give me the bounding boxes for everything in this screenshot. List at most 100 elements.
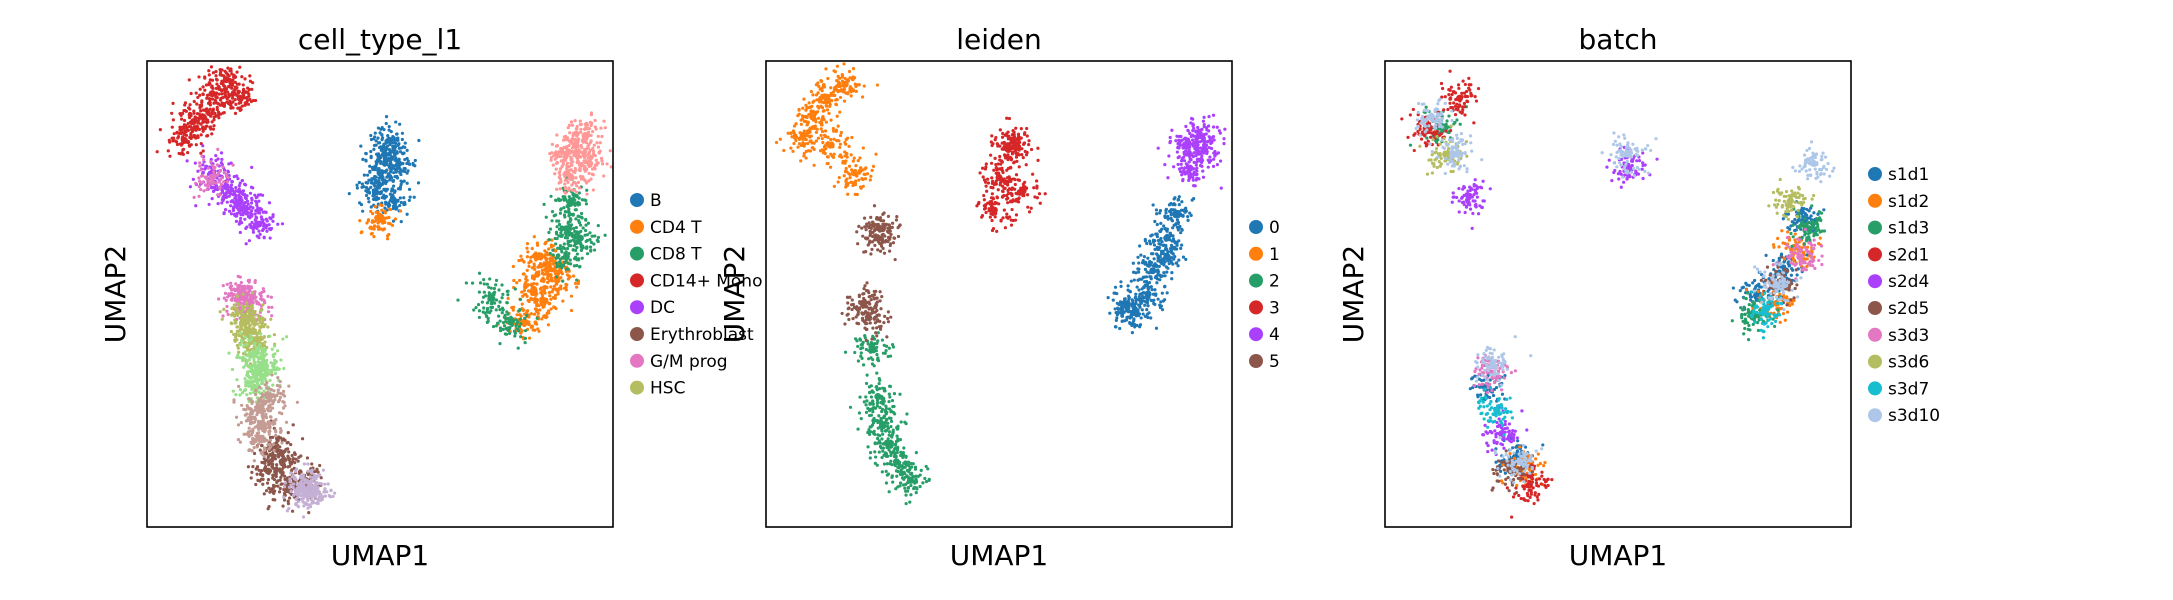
x-axis-label: UMAP1	[331, 539, 430, 572]
legend-marker	[630, 327, 644, 341]
point-cloud	[880, 461, 931, 506]
point-cloud	[171, 93, 225, 138]
legend-label: s3d3	[1888, 326, 1929, 346]
legend-marker	[1249, 246, 1263, 261]
series-s3d7	[1476, 290, 1784, 437]
point-cloud	[192, 147, 235, 199]
series-0	[1106, 195, 1196, 335]
point-cloud	[155, 122, 205, 158]
y-axis-label: UMAP2	[99, 245, 132, 344]
series-s3d6	[1418, 124, 1816, 222]
series-CD8 T	[456, 170, 607, 350]
legend-label: s2d1	[1888, 245, 1929, 265]
legend-marker	[1249, 220, 1263, 234]
legend: s1d1 s1d2 s1d3 s2d1 s2d4 s2d5 s3d3 s3d6 s3d7 s3d1…	[1868, 165, 1940, 426]
panel-title: cell_type_l1	[298, 23, 462, 56]
legend-marker	[630, 300, 644, 315]
axes-frame	[765, 60, 1233, 528]
legend-label: s2d5	[1888, 299, 1929, 319]
series-s2d4	[1450, 145, 1659, 457]
legend-label: B	[650, 191, 662, 211]
point-cloud	[564, 111, 607, 159]
legend-marker	[1868, 354, 1882, 369]
series-DC	[185, 144, 285, 246]
series-s3d10	[1414, 97, 1836, 485]
legend-marker	[1868, 274, 1882, 289]
series-5	[840, 204, 902, 343]
point-cloud	[216, 178, 265, 221]
series-s1d1	[1468, 200, 1826, 479]
point-cloud	[807, 76, 848, 120]
legend-marker	[630, 246, 644, 261]
point-cloud	[843, 331, 895, 375]
legend-label: s3d10	[1888, 406, 1940, 426]
series-B	[347, 115, 421, 224]
point-cloud	[989, 116, 1040, 167]
point-cloud	[1414, 97, 1454, 137]
point-cloud	[215, 75, 258, 115]
legend-label: s3d6	[1888, 353, 1929, 373]
series-unlabeled-11	[282, 462, 337, 519]
point-cloud	[774, 115, 817, 167]
axes-frame	[146, 60, 614, 528]
point-cloud	[1767, 177, 1816, 222]
point-cloud	[548, 232, 593, 283]
legend-marker	[1868, 301, 1882, 315]
legend-marker	[1868, 381, 1882, 396]
legend-marker	[630, 273, 644, 288]
series-2	[843, 331, 931, 506]
point-cloud	[1138, 211, 1186, 264]
panel-title: leiden	[956, 23, 1042, 56]
legend-marker	[1868, 167, 1882, 181]
legend-label: s1d2	[1888, 192, 1929, 212]
legend-label: 3	[1269, 298, 1280, 318]
legend-marker	[630, 380, 644, 395]
legend-marker	[1868, 220, 1882, 235]
point-cloud	[347, 159, 402, 215]
point-cloud	[246, 441, 285, 493]
point-cloud	[1163, 141, 1216, 188]
legend-label: CD8 T	[650, 245, 702, 265]
point-cloud	[1151, 195, 1196, 242]
series-s1d2	[1499, 229, 1823, 488]
point-cloud	[283, 462, 325, 513]
x-axis-label: UMAP1	[950, 539, 1049, 572]
series-unlabeled-9	[232, 373, 299, 463]
point-cloud	[1476, 384, 1515, 437]
y-axis-label: UMAP2	[1337, 245, 1370, 344]
point-cloud	[369, 115, 407, 161]
legend-label: CD14+ Mono	[650, 271, 762, 291]
legend-label: DC	[650, 298, 675, 318]
point-cloud	[553, 151, 595, 196]
legend: B CD4 T CD8 T CD14+ Mono DC Erythroblast G/M p…	[630, 191, 762, 399]
legend-label: 5	[1269, 352, 1280, 372]
point-cloud	[848, 373, 902, 420]
point-cloud	[218, 301, 264, 343]
point-cloud	[245, 335, 289, 387]
point-cloud	[1749, 290, 1784, 340]
legend-label: 1	[1269, 245, 1280, 265]
point-cloud	[485, 297, 539, 350]
point-cloud	[246, 373, 291, 416]
series-3	[975, 116, 1047, 233]
series-CD4 T	[358, 203, 581, 341]
series-CD14+ Mono	[155, 65, 258, 158]
legend-label: G/M prog	[650, 352, 728, 372]
legend-marker	[1868, 193, 1882, 208]
umap-panel-2: leiden UMAP1 UMAP2 0 1 2 3 4 5	[718, 23, 1280, 572]
legend-label: s1d1	[1888, 165, 1929, 185]
legend-label: 2	[1269, 272, 1280, 292]
legend-marker	[1868, 327, 1882, 342]
point-cloud	[975, 183, 1018, 233]
series-s2d1	[1400, 69, 1554, 519]
legend-label: Erythroblast	[650, 325, 754, 345]
legend-marker	[1249, 354, 1263, 368]
legend-marker	[1868, 408, 1882, 423]
legend-label: s1d3	[1888, 219, 1929, 239]
legend-marker	[1249, 273, 1263, 288]
point-cloud	[1436, 69, 1481, 125]
point-cloud	[1505, 463, 1554, 519]
y-axis-label: UMAP2	[718, 245, 751, 344]
point-cloud	[1450, 178, 1492, 230]
point-cloud	[806, 124, 865, 169]
